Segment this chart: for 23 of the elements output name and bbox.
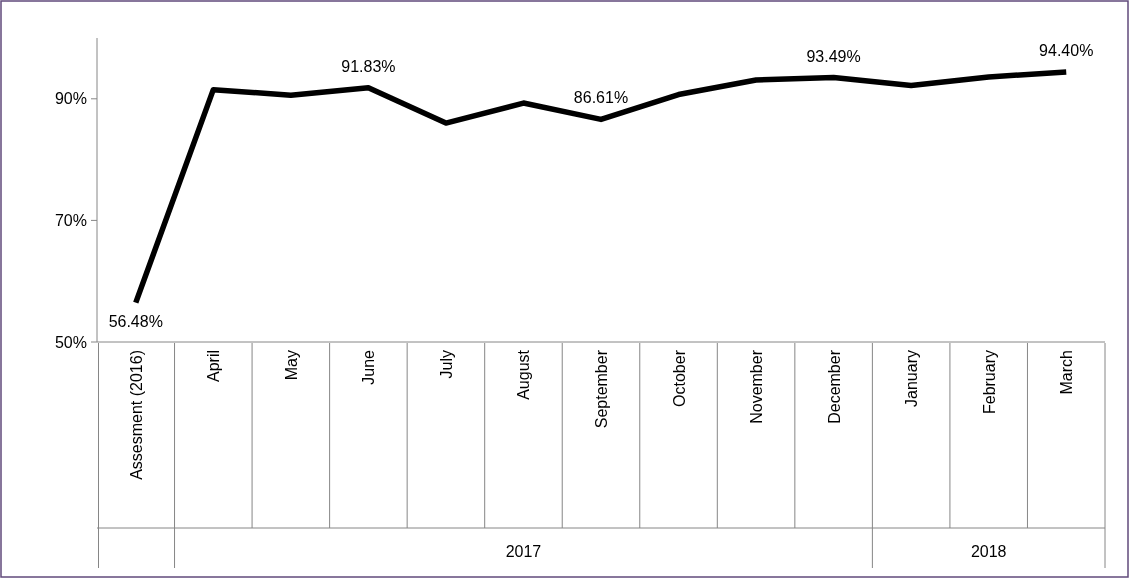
x-tick-label: April: [205, 350, 223, 383]
x-tick-label: July: [437, 350, 455, 379]
x-tick-label: September: [593, 349, 610, 429]
text: 2017: [505, 543, 542, 560]
text: 2018: [970, 543, 1007, 560]
x-tick-label: October: [670, 349, 688, 407]
data-label: 86.61%: [573, 89, 629, 107]
data-label: 91.83%: [341, 57, 396, 75]
x-tick-label: Assesment (2016): [127, 350, 145, 480]
x-tick-label: January: [903, 350, 921, 407]
y-tick-label: 90%: [54, 90, 87, 108]
x-tick-label: November: [748, 349, 766, 424]
x-tick-label: May: [282, 350, 300, 381]
data-label: 56.48%: [108, 312, 163, 330]
x-tick-label: August: [515, 349, 533, 400]
x-tick-label: March: [1058, 350, 1076, 395]
y-tick-label: 50%: [54, 333, 87, 351]
y-tick-label: 70%: [54, 212, 87, 229]
data-label: 93.49%: [806, 47, 861, 65]
x-tick-label: December: [825, 349, 843, 424]
data-label: 94.40%: [1039, 42, 1094, 60]
x-tick-label: February: [980, 350, 998, 415]
x-tick-label: June: [360, 349, 378, 385]
